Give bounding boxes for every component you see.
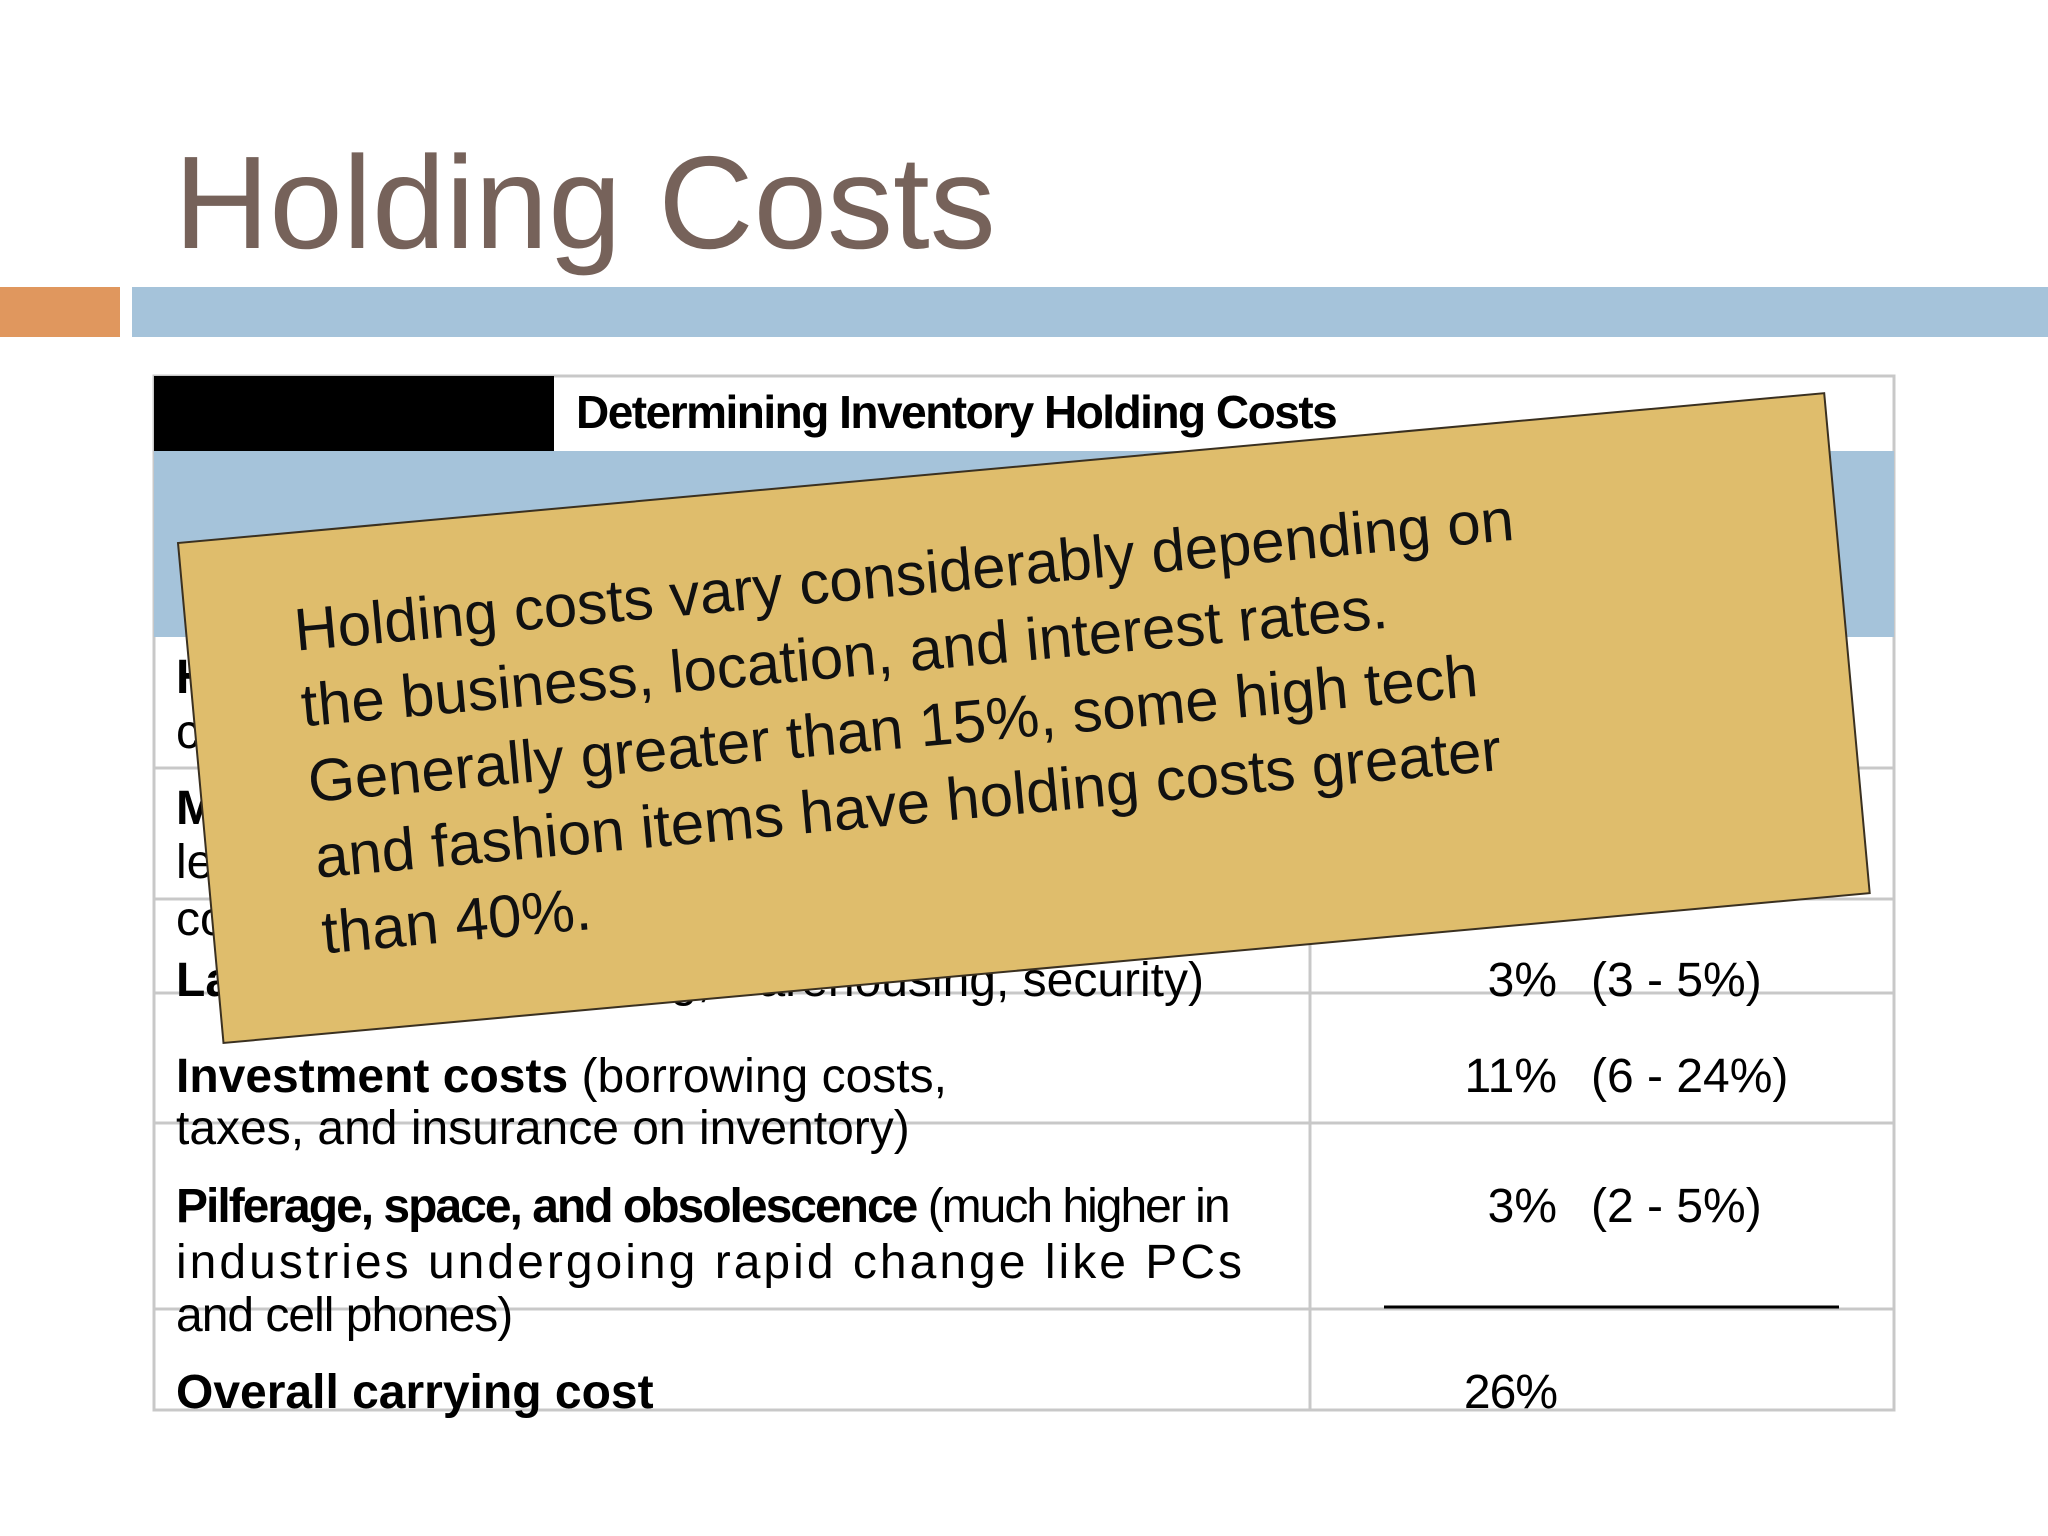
row-label-bold: Investment costs <box>176 1050 568 1103</box>
row-label-bold: Pilferage, space, and obsolescence <box>176 1180 918 1233</box>
row-range: (6 - 24%) <box>1591 1050 1788 1103</box>
title-bar <box>132 287 2048 337</box>
row-value: 11% <box>1464 1050 1557 1103</box>
sticky-note: Holding costs vary considerably dependin… <box>176 392 1871 1045</box>
row-label-text: (borrowing costs, <box>568 1050 947 1103</box>
row-label: Investment costs (borrowing costs, <box>176 1050 947 1103</box>
row-value: 26% <box>1464 1366 1557 1419</box>
row-label: and cell phones) <box>176 1289 512 1342</box>
note-box <box>176 392 1871 1045</box>
row-label-text: (much higher in <box>916 1180 1228 1233</box>
row-value: 3% <box>1488 954 1557 1007</box>
accent-bar <box>0 287 120 337</box>
row-range: (3 - 5%) <box>1591 954 1762 1007</box>
row-value: 3% <box>1488 1180 1557 1233</box>
row-range: (2 - 5%) <box>1591 1180 1762 1233</box>
black-cell <box>154 376 554 451</box>
slide-title: Holding Costs <box>174 129 996 276</box>
row-label: industries undergoing rapid change like … <box>176 1236 1242 1289</box>
row-label: Overall carrying cost <box>176 1366 654 1419</box>
table-title: Determining Inventory Holding Costs <box>576 386 1336 438</box>
row-label: taxes, and insurance on inventory) <box>176 1102 910 1155</box>
row-label: Pilferage, space, and obsolescence (much… <box>176 1180 1229 1233</box>
